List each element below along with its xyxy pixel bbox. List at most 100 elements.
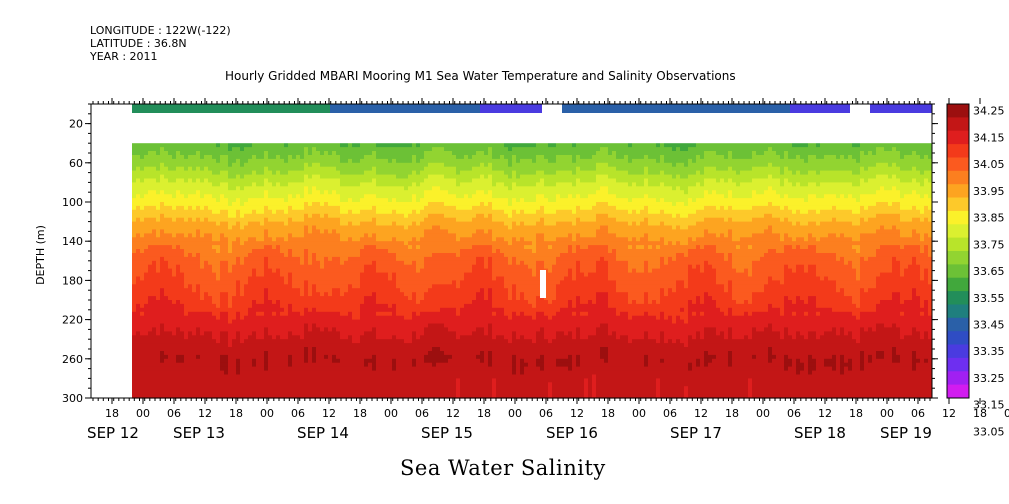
heatmap-cell xyxy=(348,147,352,152)
heatmap-cell xyxy=(308,276,312,281)
heatmap-cell xyxy=(428,178,432,183)
heatmap-cell xyxy=(348,249,352,254)
heatmap-cell xyxy=(152,205,156,211)
heatmap-cell xyxy=(404,205,408,211)
heatmap-cell xyxy=(360,166,364,172)
heatmap-cell xyxy=(208,315,212,321)
heatmap-cell xyxy=(408,347,412,352)
heatmap-cell xyxy=(380,229,384,234)
heatmap-cell xyxy=(252,374,256,379)
heatmap-cell xyxy=(396,264,400,270)
heatmap-cell xyxy=(232,272,236,278)
heatmap-cell xyxy=(392,151,396,156)
heatmap-cell xyxy=(340,378,344,383)
heatmap-cell xyxy=(356,335,360,340)
heatmap-cell xyxy=(360,253,364,258)
heatmap-cell xyxy=(264,354,268,360)
heatmap-cell xyxy=(424,300,428,305)
heatmap-cell xyxy=(312,276,316,281)
heatmap-cell xyxy=(324,311,328,317)
heatmap-cell xyxy=(400,198,404,203)
heatmap-cell xyxy=(372,225,376,230)
heatmap-cell xyxy=(192,190,196,195)
heatmap-cell xyxy=(316,374,320,379)
heatmap-cell xyxy=(188,288,192,293)
heatmap-cell xyxy=(212,280,216,285)
heatmap-cell xyxy=(268,268,272,274)
heatmap-cell xyxy=(216,158,220,164)
heatmap-cell xyxy=(228,374,232,379)
heatmap-cell xyxy=(352,362,356,368)
heatmap-cell xyxy=(272,374,276,379)
heatmap-cell xyxy=(144,307,148,313)
heatmap-cell xyxy=(164,303,168,309)
heatmap-cell xyxy=(156,166,160,172)
heatmap-cell xyxy=(396,272,400,278)
heatmap-cell xyxy=(272,178,276,183)
heatmap-cell xyxy=(288,256,292,262)
heatmap-cell xyxy=(232,174,236,180)
heatmap-cell xyxy=(268,335,272,340)
heatmap-cell xyxy=(436,221,440,227)
heatmap-cell xyxy=(244,264,248,270)
heatmap-cell xyxy=(296,241,300,246)
heatmap-cell xyxy=(156,300,160,305)
heatmap-cell xyxy=(164,394,168,399)
heatmap-cell xyxy=(216,178,220,183)
heatmap-cell xyxy=(376,158,380,164)
heatmap-cell xyxy=(352,162,356,168)
heatmap-cell xyxy=(232,241,236,246)
heatmap-cell xyxy=(144,170,148,176)
heatmap-cell xyxy=(280,190,284,195)
heatmap-cell xyxy=(400,147,404,152)
heatmap-cell xyxy=(212,382,216,387)
heatmap-cell xyxy=(208,253,212,258)
heatmap-cell xyxy=(140,174,144,180)
heatmap-cell xyxy=(292,182,296,187)
heatmap-cell xyxy=(428,151,432,156)
heatmap-cell xyxy=(360,158,364,164)
heatmap-cell xyxy=(356,198,360,203)
heatmap-cell xyxy=(244,178,248,183)
heatmap-cell xyxy=(144,292,148,297)
heatmap-cell xyxy=(324,186,328,191)
heatmap-cell xyxy=(136,343,140,348)
heatmap-cell xyxy=(136,370,140,376)
heatmap-cell xyxy=(364,288,368,293)
heatmap-cell xyxy=(264,229,268,234)
heatmap-cell xyxy=(224,374,228,379)
heatmap-cell xyxy=(296,358,300,364)
heatmap-cell xyxy=(424,319,428,325)
heatmap-cell xyxy=(284,358,288,364)
heatmap-cell xyxy=(428,370,432,376)
heatmap-cell xyxy=(292,198,296,203)
heatmap-cell xyxy=(264,319,268,325)
heatmap-cell xyxy=(344,362,348,368)
heatmap-cell xyxy=(208,264,212,270)
heatmap-cell xyxy=(332,292,336,297)
heatmap-cell xyxy=(288,202,292,207)
heatmap-cell xyxy=(204,351,208,356)
heatmap-cell xyxy=(148,280,152,285)
heatmap-cell xyxy=(408,194,412,199)
heatmap-cell xyxy=(432,174,436,180)
heatmap-cell xyxy=(428,225,432,230)
heatmap-cell xyxy=(372,260,376,266)
heatmap-cell xyxy=(412,339,416,344)
heatmap-cell xyxy=(284,245,288,250)
heatmap-cell xyxy=(392,358,396,364)
heatmap-cell xyxy=(152,272,156,278)
heatmap-cell xyxy=(352,288,356,293)
heatmap-cell xyxy=(344,323,348,328)
heatmap-cell xyxy=(412,370,416,376)
heatmap-cell xyxy=(396,347,400,352)
heatmap-cell xyxy=(328,170,332,176)
heatmap-cell xyxy=(436,280,440,285)
heatmap-cell xyxy=(208,386,212,391)
heatmap-cell xyxy=(140,272,144,278)
heatmap-cell xyxy=(364,303,368,309)
heatmap-cell xyxy=(328,245,332,250)
heatmap-cell xyxy=(188,202,192,207)
heatmap-cell xyxy=(172,300,176,305)
heatmap-cell xyxy=(204,319,208,325)
